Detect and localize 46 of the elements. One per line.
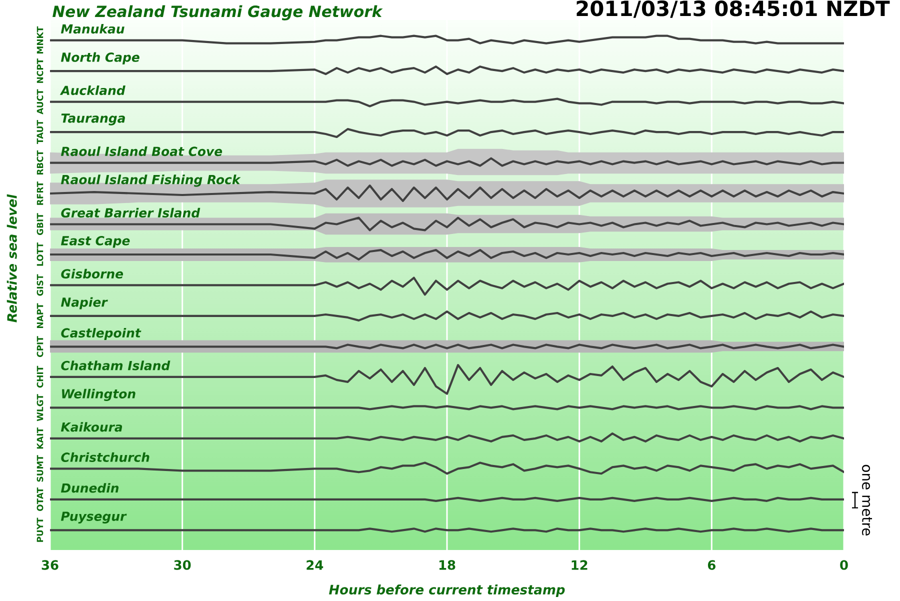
series-label: Gisborne bbox=[61, 268, 124, 279]
series-label: Great Barrier Island bbox=[61, 208, 200, 218]
series-label: Castlepoint bbox=[61, 328, 142, 340]
x-axis-title: Hours before current timestamp bbox=[329, 584, 565, 598]
text: one metre bbox=[862, 464, 872, 536]
text: MNKT bbox=[36, 26, 44, 54]
text: LOTT bbox=[36, 242, 44, 266]
text: CHIT bbox=[36, 366, 44, 388]
chart-title: New Zealand Tsunami Gauge Network bbox=[52, 5, 383, 20]
y-axis-title: Relative sea level bbox=[6, 194, 17, 322]
text: AUCT bbox=[36, 89, 44, 114]
text: NCPT bbox=[36, 58, 44, 83]
series-label: Tauranga bbox=[61, 114, 125, 126]
x-tick-label: 12 bbox=[572, 560, 588, 570]
series-label: Wellington bbox=[62, 388, 136, 401]
text: RBCT bbox=[36, 150, 44, 174]
series-label: Manukau bbox=[60, 24, 124, 34]
x-tick-label: 18 bbox=[439, 560, 456, 570]
series-label: North Cape bbox=[60, 52, 140, 64]
chart-subtitle: 2011/03/13 08:45:01 NZDT bbox=[576, 0, 890, 18]
text: OTAT bbox=[36, 487, 44, 511]
text: KAIT bbox=[36, 427, 44, 449]
text: GIST bbox=[36, 274, 44, 296]
text: TAUT bbox=[36, 120, 44, 144]
series-label: Napier bbox=[60, 297, 108, 310]
text: WLGT bbox=[36, 394, 44, 422]
x-tick-label: 36 bbox=[42, 560, 58, 570]
x-tick-label: 0 bbox=[840, 560, 848, 570]
text: CPIT bbox=[36, 336, 44, 357]
x-tick-label: 30 bbox=[174, 560, 191, 570]
x-tick-label: 24 bbox=[306, 560, 324, 570]
text: PUYT bbox=[36, 518, 44, 542]
series-label: Christchurch bbox=[61, 452, 150, 462]
x-tick-label: 6 bbox=[708, 560, 716, 570]
series-label: East Cape bbox=[60, 236, 130, 248]
text: RFRT bbox=[36, 181, 44, 205]
series-label: Puysegur bbox=[60, 512, 127, 524]
series-label: Auckland bbox=[60, 85, 126, 96]
series-label: Raoul Island Fishing Rock bbox=[60, 174, 241, 187]
series-label: Dunedin bbox=[60, 483, 119, 493]
text: GBIT bbox=[36, 213, 44, 235]
series-label: Kaikoura bbox=[60, 422, 122, 432]
series-label: Chatham Island bbox=[61, 360, 170, 370]
series-label: Raoul Island Boat Cove bbox=[60, 146, 222, 156]
text: SUMT bbox=[36, 455, 44, 482]
text: NAPT bbox=[36, 303, 44, 328]
